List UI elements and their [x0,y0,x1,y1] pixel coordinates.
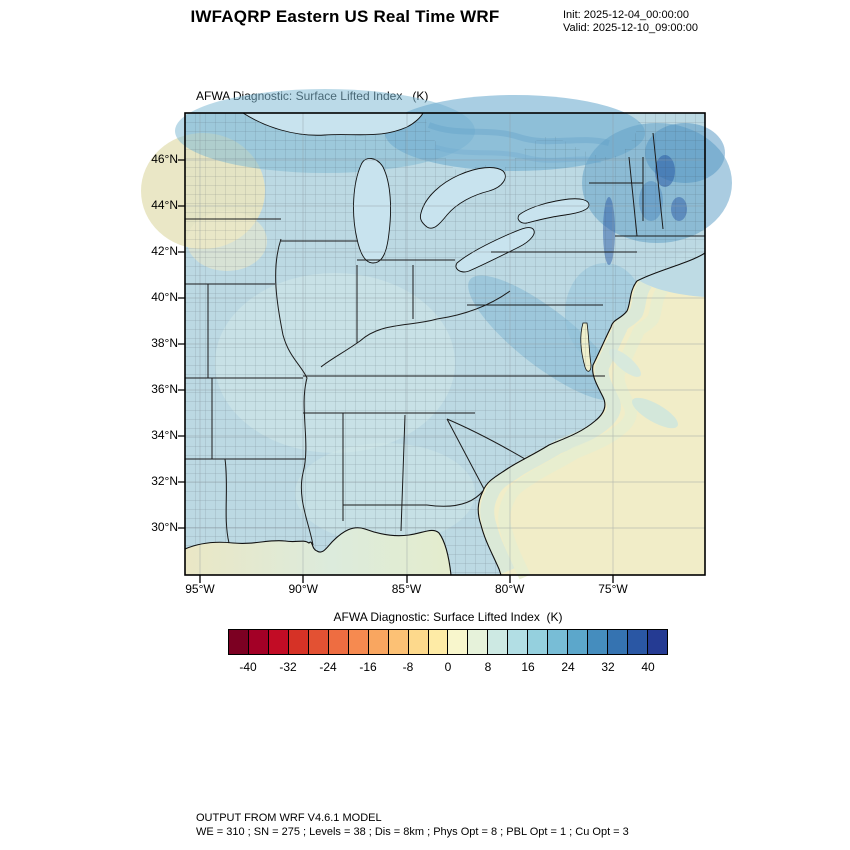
footer-notes: OUTPUT FROM WRF V4.6.1 MODEL WE = 310 ; … [196,811,629,839]
colorbar-segment [588,630,609,654]
colorbar-segment [488,630,509,654]
valid-timestamp: Valid: 2025-12-10_09:00:00 [563,22,698,34]
colorbar-segment [229,630,249,654]
run-metadata: Init: 2025-12-04_00:00:00 Valid: 2025-12… [563,9,698,35]
colorbar-segment [648,630,667,654]
colorbar-tick-label: 16 [521,660,535,674]
colorbar-segment [568,630,589,654]
colorbar-segment [448,630,469,654]
colorbar-segment [528,630,549,654]
colorbar-segment [308,630,329,654]
lat-axis-label: 46°N [151,152,178,166]
colorbar-tick-label: 40 [641,660,655,674]
colorbar-tick-label: -16 [359,660,377,674]
colorbar [228,629,668,655]
coastline [184,252,706,576]
colorbar-tick-label: -8 [402,660,414,674]
colorbar-segment [548,630,569,654]
lat-axis-label: 42°N [151,244,178,258]
colorbar-segment [368,630,389,654]
axis-ticks [178,159,614,583]
colorbar-segment [408,630,429,654]
footer-line-2: WE = 310 ; SN = 275 ; Levels = 38 ; Dis … [196,826,629,838]
colorbar-tick-label: 24 [561,660,575,674]
colorbar-segment [508,630,529,654]
init-timestamp: Init: 2025-12-04_00:00:00 [563,9,689,21]
lat-axis-label: 30°N [151,520,178,534]
colorbar-tick-label: 8 [484,660,492,674]
lat-axis-label: 32°N [151,474,178,488]
lon-axis-label: 85°W [391,582,422,596]
colorbar-segment [288,630,309,654]
colorbar-segment [468,630,489,654]
lat-axis-label: 38°N [151,336,178,350]
colorbar-segment [628,630,649,654]
lon-axis-label: 75°W [598,582,628,596]
north-banding [427,122,610,164]
colorbar-tick-label: 0 [444,660,452,674]
graticule [185,113,705,575]
lat-axis-label: 40°N [151,290,178,304]
page-title: IWFAQRP Eastern US Real Time WRF [190,7,500,26]
colorbar-segment [328,630,349,654]
colorbar-tick-label: 32 [601,660,615,674]
lon-axis-label: 80°W [495,582,525,596]
lon-axis-label: 95°W [185,582,215,596]
lat-axis-label: 34°N [151,428,178,442]
colorbar-tick-label: -40 [239,660,257,674]
footer-line-1: OUTPUT FROM WRF V4.6.1 MODEL [196,812,382,824]
colorbar-segment [268,630,289,654]
colorbar-title: AFWA Diagnostic: Surface Lifted Index (K… [333,610,563,624]
lat-axis-label: 36°N [151,382,178,396]
lat-axis-label: 44°N [151,198,178,212]
wrf-map-plot [141,89,732,583]
colorbar-segment [388,630,409,654]
colorbar-tick-label: -24 [319,660,337,674]
state-borders [185,132,705,546]
colorbar-segment [608,630,629,654]
colorbar-segment [428,630,449,654]
colorbar-tick-label: -32 [279,660,297,674]
lon-axis-label: 90°W [288,582,318,596]
colorbar-segment [248,630,269,654]
colorbar-segment [348,630,369,654]
